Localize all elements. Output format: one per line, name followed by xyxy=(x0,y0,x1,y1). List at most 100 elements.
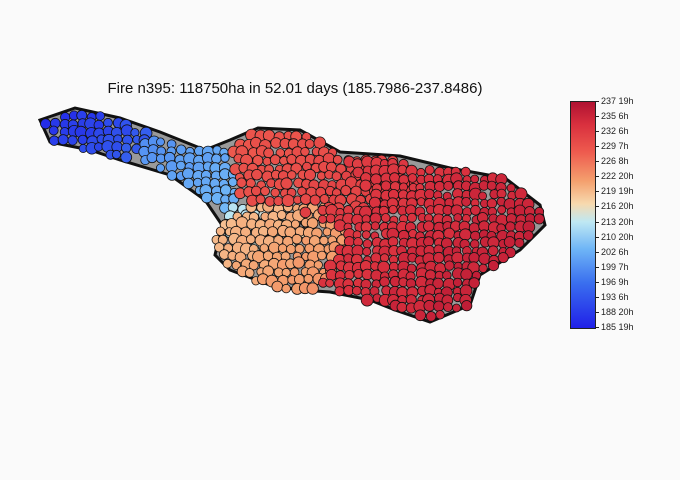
burn-point xyxy=(251,168,263,181)
burn-point xyxy=(360,293,374,307)
burn-point xyxy=(396,301,408,313)
burn-point xyxy=(380,180,392,192)
colorbar-tick-label: 222 20h xyxy=(596,171,634,181)
burn-point xyxy=(322,227,332,237)
burn-point xyxy=(95,111,105,121)
burn-point xyxy=(316,171,326,181)
burn-point xyxy=(201,191,213,204)
burn-point xyxy=(287,170,297,180)
fire-spread-map xyxy=(37,106,547,324)
burn-point xyxy=(291,233,303,245)
burn-point xyxy=(276,210,287,220)
burn-point xyxy=(389,172,401,184)
burn-point xyxy=(424,188,435,200)
burn-point xyxy=(478,191,488,201)
colorbar-tick-label: 237 19h xyxy=(596,96,634,106)
burn-point xyxy=(156,137,165,147)
burn-point xyxy=(182,177,195,190)
burn-point xyxy=(146,152,158,164)
burn-point xyxy=(497,205,507,215)
burn-point xyxy=(340,185,352,196)
burn-point xyxy=(331,171,342,182)
burn-point xyxy=(281,283,291,294)
burn-point xyxy=(251,185,262,197)
burn-point xyxy=(486,180,497,191)
burn-point xyxy=(260,186,271,197)
burn-point xyxy=(49,135,60,146)
colorbar-tick-label: 226 8h xyxy=(596,156,629,166)
burn-point xyxy=(423,220,435,232)
burn-point xyxy=(48,125,59,136)
burn-point xyxy=(313,260,323,270)
burn-point xyxy=(351,285,362,296)
burn-point xyxy=(304,138,315,149)
burn-point xyxy=(452,277,463,288)
colorbar-tick-label: 193 6h xyxy=(596,292,629,302)
burn-point xyxy=(182,167,195,180)
colorbar-tick-label: 210 20h xyxy=(596,232,634,242)
burn-point xyxy=(468,277,480,289)
burn-point xyxy=(220,153,230,163)
burn-point xyxy=(267,226,279,238)
burn-point xyxy=(111,149,122,160)
burn-point xyxy=(271,280,284,293)
burn-point xyxy=(40,118,52,130)
burn-point xyxy=(460,166,471,177)
burn-point xyxy=(319,235,329,246)
burn-point xyxy=(370,221,380,231)
burn-point xyxy=(166,170,178,181)
burn-point xyxy=(380,213,391,223)
burn-point xyxy=(277,243,288,254)
burn-point xyxy=(359,179,372,192)
burn-point xyxy=(280,177,293,190)
burn-point xyxy=(318,214,328,224)
burn-point xyxy=(486,198,498,209)
burn-point xyxy=(533,213,545,225)
burn-point xyxy=(497,252,509,264)
burn-point xyxy=(299,206,312,219)
burn-point xyxy=(478,252,491,265)
colorbar-tick-label: 219 19h xyxy=(596,186,634,196)
burn-point xyxy=(344,269,355,280)
burn-point xyxy=(503,236,516,248)
colorbar-tick-label: 188 20h xyxy=(596,307,634,317)
burn-point xyxy=(424,165,435,175)
burn-point xyxy=(264,196,276,207)
colorbar-tick-label: 213 20h xyxy=(596,217,634,227)
burn-point xyxy=(433,251,445,264)
burn-point xyxy=(514,237,525,248)
burn-point xyxy=(332,154,343,165)
chart-title: Fire n395: 118750ha in 52.01 days (185.7… xyxy=(107,80,483,97)
burn-point xyxy=(478,263,488,273)
burn-point xyxy=(317,250,327,261)
burn-point xyxy=(273,196,284,207)
burn-point xyxy=(343,236,355,247)
burn-point xyxy=(222,258,233,269)
burn-point xyxy=(452,303,461,313)
burn-point xyxy=(443,180,454,191)
burn-point xyxy=(192,177,203,188)
burn-point xyxy=(281,194,295,208)
burn-point xyxy=(120,151,133,164)
burn-point xyxy=(290,219,300,229)
burn-point xyxy=(470,174,480,184)
burn-point xyxy=(270,187,280,198)
burn-point xyxy=(414,309,427,322)
burn-point xyxy=(300,193,312,205)
colorbar-tick-label: 229 7h xyxy=(596,141,629,151)
burn-point xyxy=(433,300,445,312)
colorbar xyxy=(570,101,596,329)
burn-point xyxy=(175,144,187,155)
burn-point xyxy=(319,194,330,204)
burn-point xyxy=(120,142,132,154)
colorbar-tick-label: 235 6h xyxy=(596,111,629,121)
burn-point xyxy=(67,135,78,146)
burn-point xyxy=(325,278,335,288)
burn-point xyxy=(435,310,445,320)
burn-point xyxy=(434,180,446,192)
colorbar-tick-label: 202 6h xyxy=(596,247,629,257)
burn-point xyxy=(353,268,364,279)
burn-point xyxy=(292,256,305,269)
burn-point xyxy=(397,164,408,175)
burn-point xyxy=(407,173,418,183)
